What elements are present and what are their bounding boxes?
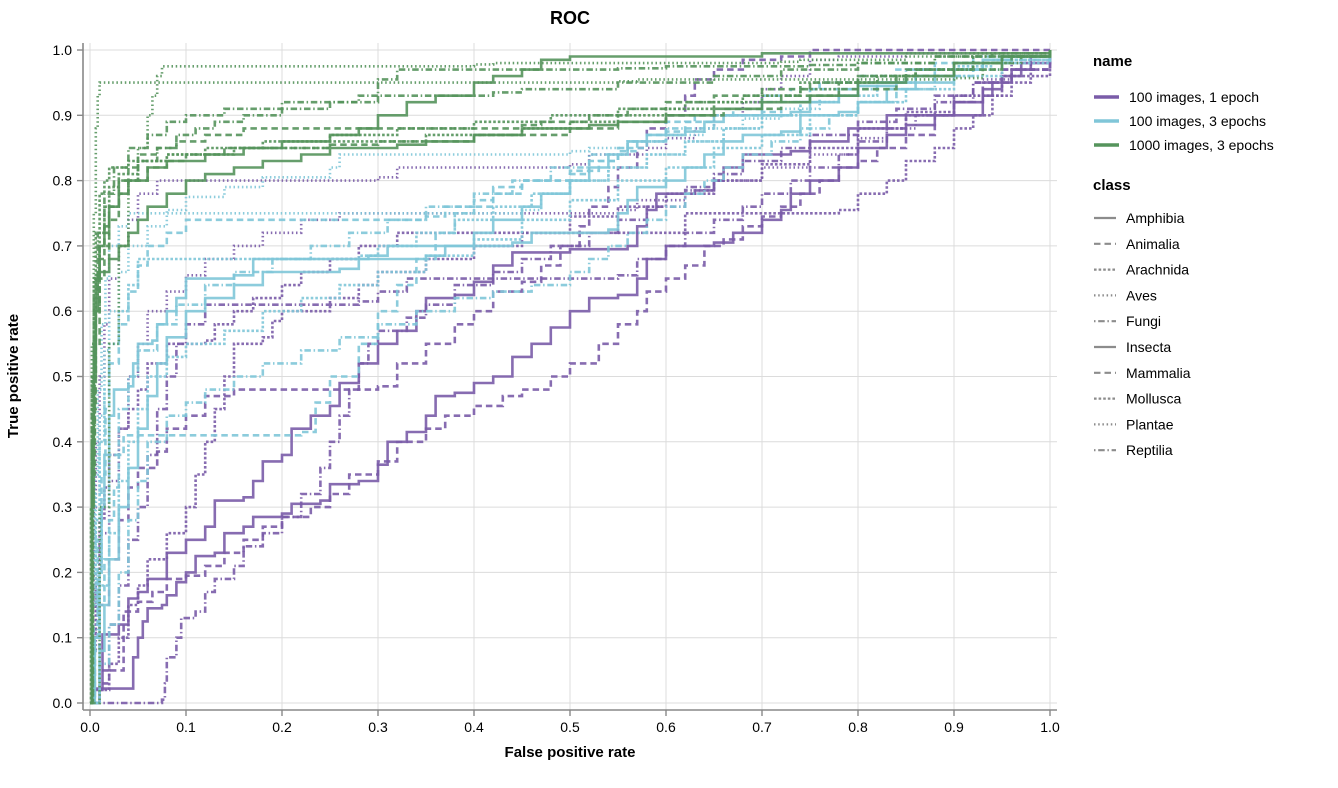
x-tick-label: 0.1: [176, 719, 196, 735]
roc-curve-1000-images-animalia: [90, 50, 1052, 705]
legend-class-label: Reptilia: [1126, 442, 1173, 458]
x-axis-title: False positive rate: [505, 744, 636, 761]
x-tick-label: 1.0: [1040, 719, 1060, 735]
roc-curve-1000-images-mollusca: [90, 50, 1052, 705]
roc-curve-100-images-fungi: [90, 50, 1052, 705]
y-tick-label: 0.4: [53, 434, 73, 450]
axes: 0.0 0.1 0.2 0.3 0.4 0.5 0.6 0.7 0.8 0.9 1.0 0.0 0.1 0…: [53, 42, 1060, 735]
roc-curve-1000-images-reptilia: [90, 50, 1052, 705]
x-tick-label: 0.7: [752, 719, 772, 735]
legend-name-label: 1000 images, 3 epochs: [1129, 137, 1274, 153]
x-tick-label: 0.6: [656, 719, 676, 735]
x-tick-label: 0.3: [368, 719, 388, 735]
roc-curve-100-images-animalia: [90, 48, 1050, 705]
roc-curve-100-images-mammalia: [90, 50, 1052, 705]
legend-class-label: Mollusca: [1126, 391, 1181, 407]
roc-curve-100-images-fungi: [90, 50, 1052, 705]
y-tick-label: 0.9: [53, 107, 73, 123]
legend-class-label: Animalia: [1126, 236, 1180, 252]
x-tick-label: 0.8: [848, 719, 868, 735]
roc-curve-1000-images-plantae: [90, 50, 1052, 705]
x-tick-label: 0.9: [944, 719, 964, 735]
legend-class-label: Plantae: [1126, 416, 1174, 432]
legend-class-label: Aves: [1126, 287, 1157, 303]
legend-class-label: Fungi: [1126, 313, 1161, 329]
roc-curve-100-images-mollusca: [90, 50, 1052, 705]
legend-class-label: Amphibia: [1126, 210, 1185, 226]
roc-curve-1000-images-mammalia: [90, 50, 1052, 705]
legend-name-label: 100 images, 3 epochs: [1129, 113, 1266, 129]
roc-curve-100-images-arachnida: [90, 50, 1052, 705]
y-tick-label: 0.6: [53, 303, 73, 319]
y-tick-label: 0.7: [53, 238, 73, 254]
roc-curve-100-images-mollusca: [90, 50, 1052, 705]
legend-class-label: Insecta: [1126, 339, 1171, 355]
x-tick-label: 0.2: [272, 719, 292, 735]
legend-class-title: class: [1093, 177, 1131, 194]
y-axis-title: True positive rate: [5, 314, 22, 438]
y-tick-label: 0.3: [53, 499, 73, 515]
y-tick-label: 0.0: [53, 695, 73, 711]
legend-name-title: name: [1093, 53, 1132, 70]
y-tick-label: 0.5: [53, 369, 73, 385]
y-tick-label: 0.8: [53, 173, 73, 189]
legend-name-label: 100 images, 1 epoch: [1129, 89, 1259, 105]
y-tick-label: 1.0: [53, 42, 73, 58]
legend-class-label: Arachnida: [1126, 262, 1189, 278]
x-tick-label: 0.5: [560, 719, 580, 735]
chart-title: ROC: [550, 8, 590, 28]
roc-curve-100-images-reptilia: [90, 50, 1052, 705]
x-tick-label: 0.4: [464, 719, 484, 735]
legend: name 100 images, 1 epoch 100 images, 3 epo…: [1093, 53, 1274, 458]
y-tick-label: 0.2: [53, 564, 73, 580]
roc-curves: [89, 48, 1052, 705]
x-tick-label: 0.0: [80, 719, 100, 735]
y-tick-label: 0.1: [53, 630, 73, 646]
legend-class-label: Mammalia: [1126, 365, 1191, 381]
roc-curve-1000-images-amphibia: [90, 50, 1052, 705]
roc-curve-100-images-mammalia: [90, 50, 1052, 705]
